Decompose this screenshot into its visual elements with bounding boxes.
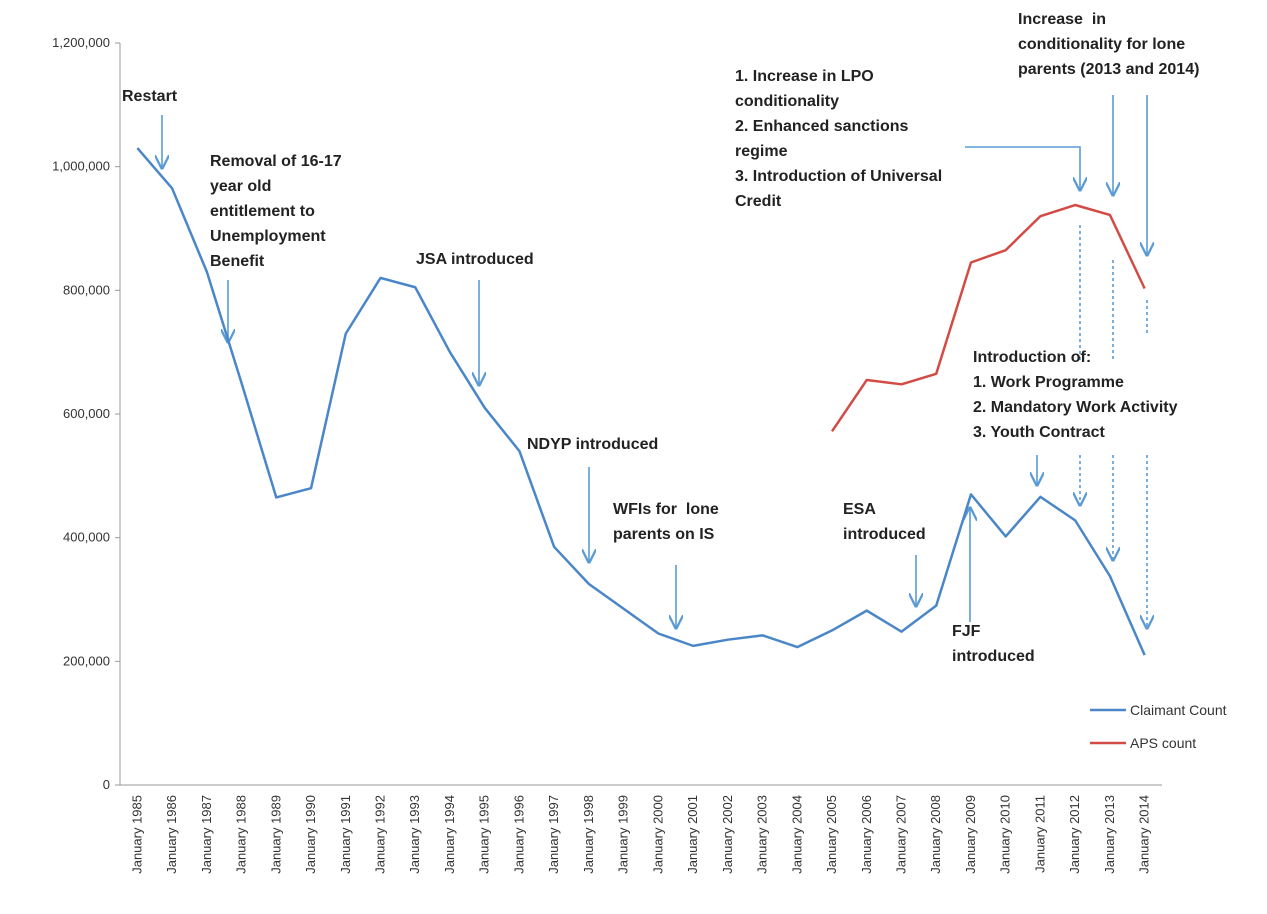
annotation: NDYP introduced — [527, 436, 658, 453]
series-line — [136, 147, 1146, 656]
x-tick-label: January 1985 — [129, 795, 144, 874]
annotation: FJF — [952, 623, 981, 640]
annotation: conditionality — [735, 93, 839, 110]
x-tick-label: January 2000 — [650, 795, 665, 874]
x-tick-label: January 1998 — [581, 795, 596, 874]
annotation: Removal of 16-17 — [210, 153, 342, 170]
x-tick-label: January 2010 — [998, 795, 1013, 874]
x-tick-label: January 1993 — [407, 795, 422, 874]
x-tick-label: January 2005 — [824, 795, 839, 874]
x-tick-label: January 1986 — [164, 795, 179, 874]
annotation: Restart — [122, 88, 178, 105]
x-tick-label: January 1990 — [303, 795, 318, 874]
x-tick-label: January 2003 — [755, 795, 770, 874]
x-tick-label: January 1991 — [338, 795, 353, 874]
x-tick-label: January 1996 — [511, 795, 526, 874]
x-tick-label: January 2001 — [685, 795, 700, 874]
x-tick-label: January 2013 — [1102, 795, 1117, 874]
annotation: Benefit — [210, 253, 265, 270]
x-tick-label: January 1995 — [477, 795, 492, 874]
x-tick-label: January 1987 — [199, 795, 214, 874]
annotation: 3. Introduction of Universal — [735, 168, 942, 185]
x-tick-label: January 2006 — [859, 795, 874, 874]
arrows — [162, 95, 1147, 628]
annotation: entitlement to — [210, 203, 315, 220]
annotation: conditionality for lone — [1018, 36, 1185, 53]
y-tick-label: 800,000 — [63, 282, 110, 297]
x-tick-label: January 2011 — [1032, 795, 1047, 873]
x-tick-label: January 2002 — [720, 795, 735, 874]
x-tick-label: January 1994 — [442, 795, 457, 874]
annotation: parents on IS — [613, 526, 715, 543]
annotation: 1. Increase in LPO — [735, 68, 874, 85]
annotation: Introduction of: — [973, 349, 1091, 366]
annotation: JSA introduced — [416, 251, 534, 268]
x-tick-label: January 1992 — [373, 795, 388, 874]
annotation: ESA — [843, 501, 876, 518]
y-tick-label: 1,000,000 — [52, 159, 110, 174]
x-tick-label: January 2012 — [1067, 795, 1082, 874]
x-tick-label: January 2004 — [789, 795, 804, 874]
y-tick-label: 0 — [103, 777, 110, 792]
annotation: 2. Mandatory Work Activity — [973, 399, 1178, 416]
y-tick-label: 200,000 — [63, 653, 110, 668]
x-tick-label: January 1989 — [268, 795, 283, 874]
annotation: WFIs for lone — [613, 501, 719, 518]
annotation: Credit — [735, 193, 782, 210]
series-line — [830, 203, 1146, 433]
x-tick-label: January 2014 — [1137, 795, 1152, 874]
y-tick-label: 400,000 — [63, 530, 110, 545]
y-tick-label: 1,200,000 — [52, 35, 110, 50]
annotation: Unemployment — [210, 228, 326, 245]
x-tick-label: January 1997 — [546, 795, 561, 874]
annotation: introduced — [843, 526, 926, 543]
legend-label: APS count — [1130, 735, 1196, 751]
y-tick-label: 600,000 — [63, 406, 110, 421]
annotation: year old — [210, 178, 271, 195]
annotation: regime — [735, 143, 788, 160]
annotation: 2. Enhanced sanctions — [735, 118, 908, 135]
legend-label: Claimant Count — [1130, 702, 1227, 718]
annotation: parents (2013 and 2014) — [1018, 61, 1199, 78]
x-tick-label: January 2008 — [928, 795, 943, 874]
x-tick-label: January 1988 — [234, 795, 249, 874]
x-tick-label: January 2009 — [963, 795, 978, 874]
annotation: Increase in — [1018, 11, 1106, 28]
annotation: introduced — [952, 648, 1035, 665]
annotation: 1. Work Programme — [973, 374, 1124, 391]
x-tick-label: January 1999 — [616, 795, 631, 874]
annotation: 3. Youth Contract — [973, 424, 1106, 441]
x-tick-label: January 2007 — [894, 795, 909, 874]
